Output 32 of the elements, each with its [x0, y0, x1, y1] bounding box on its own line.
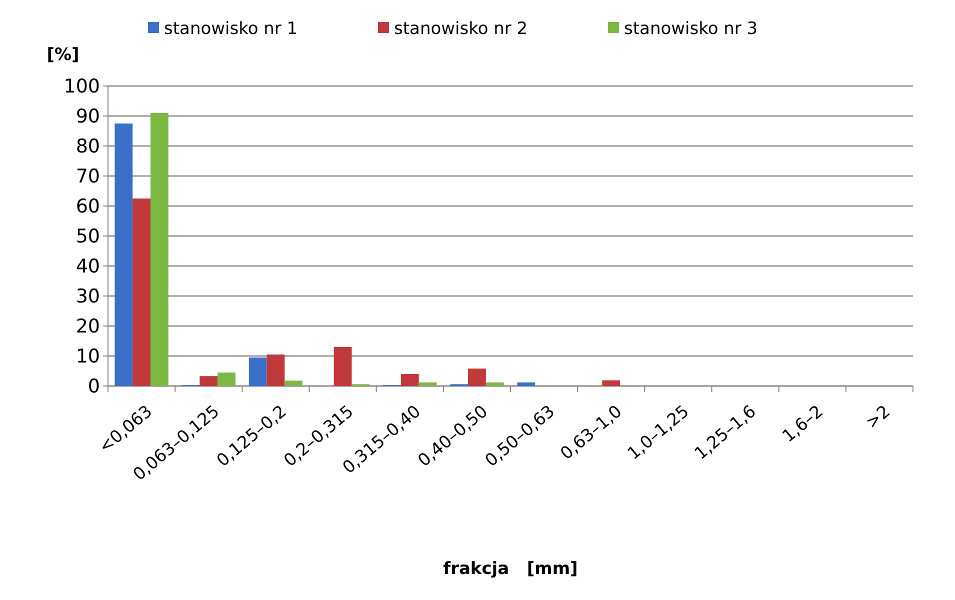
y-tick-label: 80	[76, 136, 100, 158]
bar	[218, 372, 236, 386]
bar	[284, 380, 303, 386]
legend-label: stanowisko nr 1	[164, 18, 298, 39]
y-tick-label: 90	[76, 106, 100, 128]
bar	[418, 382, 437, 386]
bar	[248, 358, 267, 386]
bar	[200, 376, 218, 386]
y-tick-label: 20	[76, 316, 100, 338]
y-tick-label: 50	[76, 226, 100, 248]
y-tick-label: 100	[64, 76, 100, 98]
y-tick-label: 60	[76, 196, 100, 218]
bar	[266, 354, 285, 386]
bar	[468, 368, 486, 386]
bar	[517, 382, 536, 386]
y-axis-title: [%]	[46, 45, 80, 65]
x-axis-title: frakcja [mm]	[443, 559, 578, 579]
bar	[400, 374, 419, 386]
y-tick-label: 40	[76, 256, 100, 278]
legend-label: stanowisko nr 2	[394, 18, 528, 39]
y-tick-label: 10	[76, 346, 100, 368]
y-tick-label: 0	[88, 376, 100, 398]
legend-label: stanowisko nr 3	[624, 18, 758, 39]
bar	[486, 382, 504, 386]
bar	[132, 198, 150, 386]
bar	[334, 347, 352, 386]
x-tick-label: >2	[862, 402, 894, 434]
bar	[150, 113, 168, 386]
y-tick-label: 30	[76, 286, 100, 308]
bar	[114, 124, 133, 386]
y-tick-label: 70	[76, 166, 100, 188]
bar	[602, 380, 620, 386]
